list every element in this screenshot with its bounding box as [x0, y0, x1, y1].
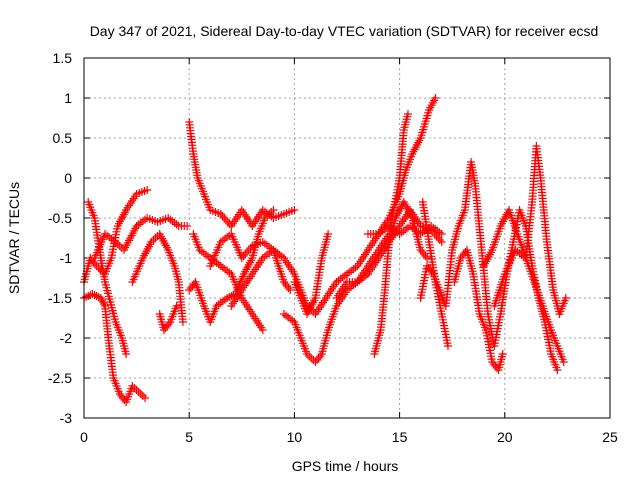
data-point	[218, 212, 227, 220]
y-tick-label: -2	[60, 330, 73, 346]
data-point	[92, 292, 101, 300]
data-point	[216, 210, 225, 218]
data-point	[244, 246, 253, 254]
x-tick-label: 20	[497, 429, 513, 445]
series-track-3	[84, 198, 131, 358]
data-point	[404, 110, 412, 118]
series-track-7	[185, 118, 299, 230]
data-point	[241, 250, 250, 258]
y-tick-label: -0.5	[48, 210, 72, 226]
data-point	[434, 234, 443, 242]
data-point	[172, 302, 181, 310]
y-tick-label: -3	[60, 410, 73, 426]
data-point	[498, 350, 507, 358]
data-point	[423, 254, 431, 262]
data-point	[100, 300, 108, 308]
chart-title: Day 347 of 2021, Sidereal Day-to-day VTE…	[90, 23, 599, 39]
series-track-21	[490, 246, 568, 366]
data-point	[324, 230, 333, 238]
data-point	[237, 254, 246, 262]
data-point	[286, 286, 295, 294]
data-point	[122, 350, 131, 358]
data-point	[141, 394, 149, 402]
data-point	[269, 206, 278, 214]
y-tick-label: -1	[60, 250, 73, 266]
x-tick-label: 0	[80, 429, 88, 445]
series-track-16	[370, 198, 431, 358]
data-point	[183, 222, 192, 230]
x-tick-label: 15	[392, 429, 408, 445]
data-point	[559, 358, 568, 366]
data-point	[222, 216, 230, 224]
series-track-2	[80, 290, 149, 406]
data-point	[437, 230, 446, 238]
data-point	[143, 186, 152, 194]
data-point	[220, 214, 229, 222]
y-tick-label: 1	[64, 90, 72, 106]
data-point	[239, 252, 248, 260]
series-track-15	[364, 222, 446, 238]
data-point	[178, 318, 187, 326]
data-point	[246, 244, 255, 252]
data-point	[284, 284, 293, 292]
data-point	[138, 392, 147, 400]
plot-frame	[83, 57, 611, 419]
data-point	[132, 386, 141, 394]
y-tick-label: 0.5	[53, 130, 73, 146]
x-tick-label: 10	[287, 429, 303, 445]
data-point	[561, 294, 570, 302]
data-point	[164, 320, 173, 328]
data-point	[136, 390, 145, 398]
data-markers	[80, 94, 570, 406]
data-point	[431, 94, 440, 102]
data-point	[435, 236, 444, 244]
series-track-18	[418, 198, 452, 350]
series-track-5	[128, 230, 187, 326]
data-point	[243, 248, 252, 256]
data-point	[258, 326, 267, 334]
data-point	[437, 238, 446, 246]
data-point	[290, 206, 299, 214]
data-point	[316, 352, 325, 360]
data-point	[307, 354, 316, 362]
series-track-20	[479, 142, 570, 318]
series-track-4	[90, 214, 192, 262]
y-tick-label: 1.5	[53, 50, 73, 66]
y-tick-label: -2.5	[48, 370, 72, 386]
data-point	[84, 292, 93, 300]
x-tick-label: 25	[602, 429, 618, 445]
y-tick-label: -1.5	[48, 290, 72, 306]
data-point	[553, 366, 562, 374]
x-tick-label: 5	[185, 429, 193, 445]
x-axis-label: GPS time / hours	[292, 458, 399, 474]
series-track-11	[227, 94, 440, 318]
series-track-13	[290, 230, 333, 318]
series-track-6	[155, 302, 181, 334]
y-tick-label: 0	[64, 170, 72, 186]
axes: 0 5 10 15 20 25 1.5 1 0.5 0 -0.5 -1 -1.5 -2 -2.5 -3	[48, 50, 618, 445]
series-track-19	[450, 246, 507, 374]
data-point	[444, 342, 452, 350]
y-axis-label: SDTVAR / TECUs	[6, 182, 22, 294]
data-point	[134, 388, 143, 396]
